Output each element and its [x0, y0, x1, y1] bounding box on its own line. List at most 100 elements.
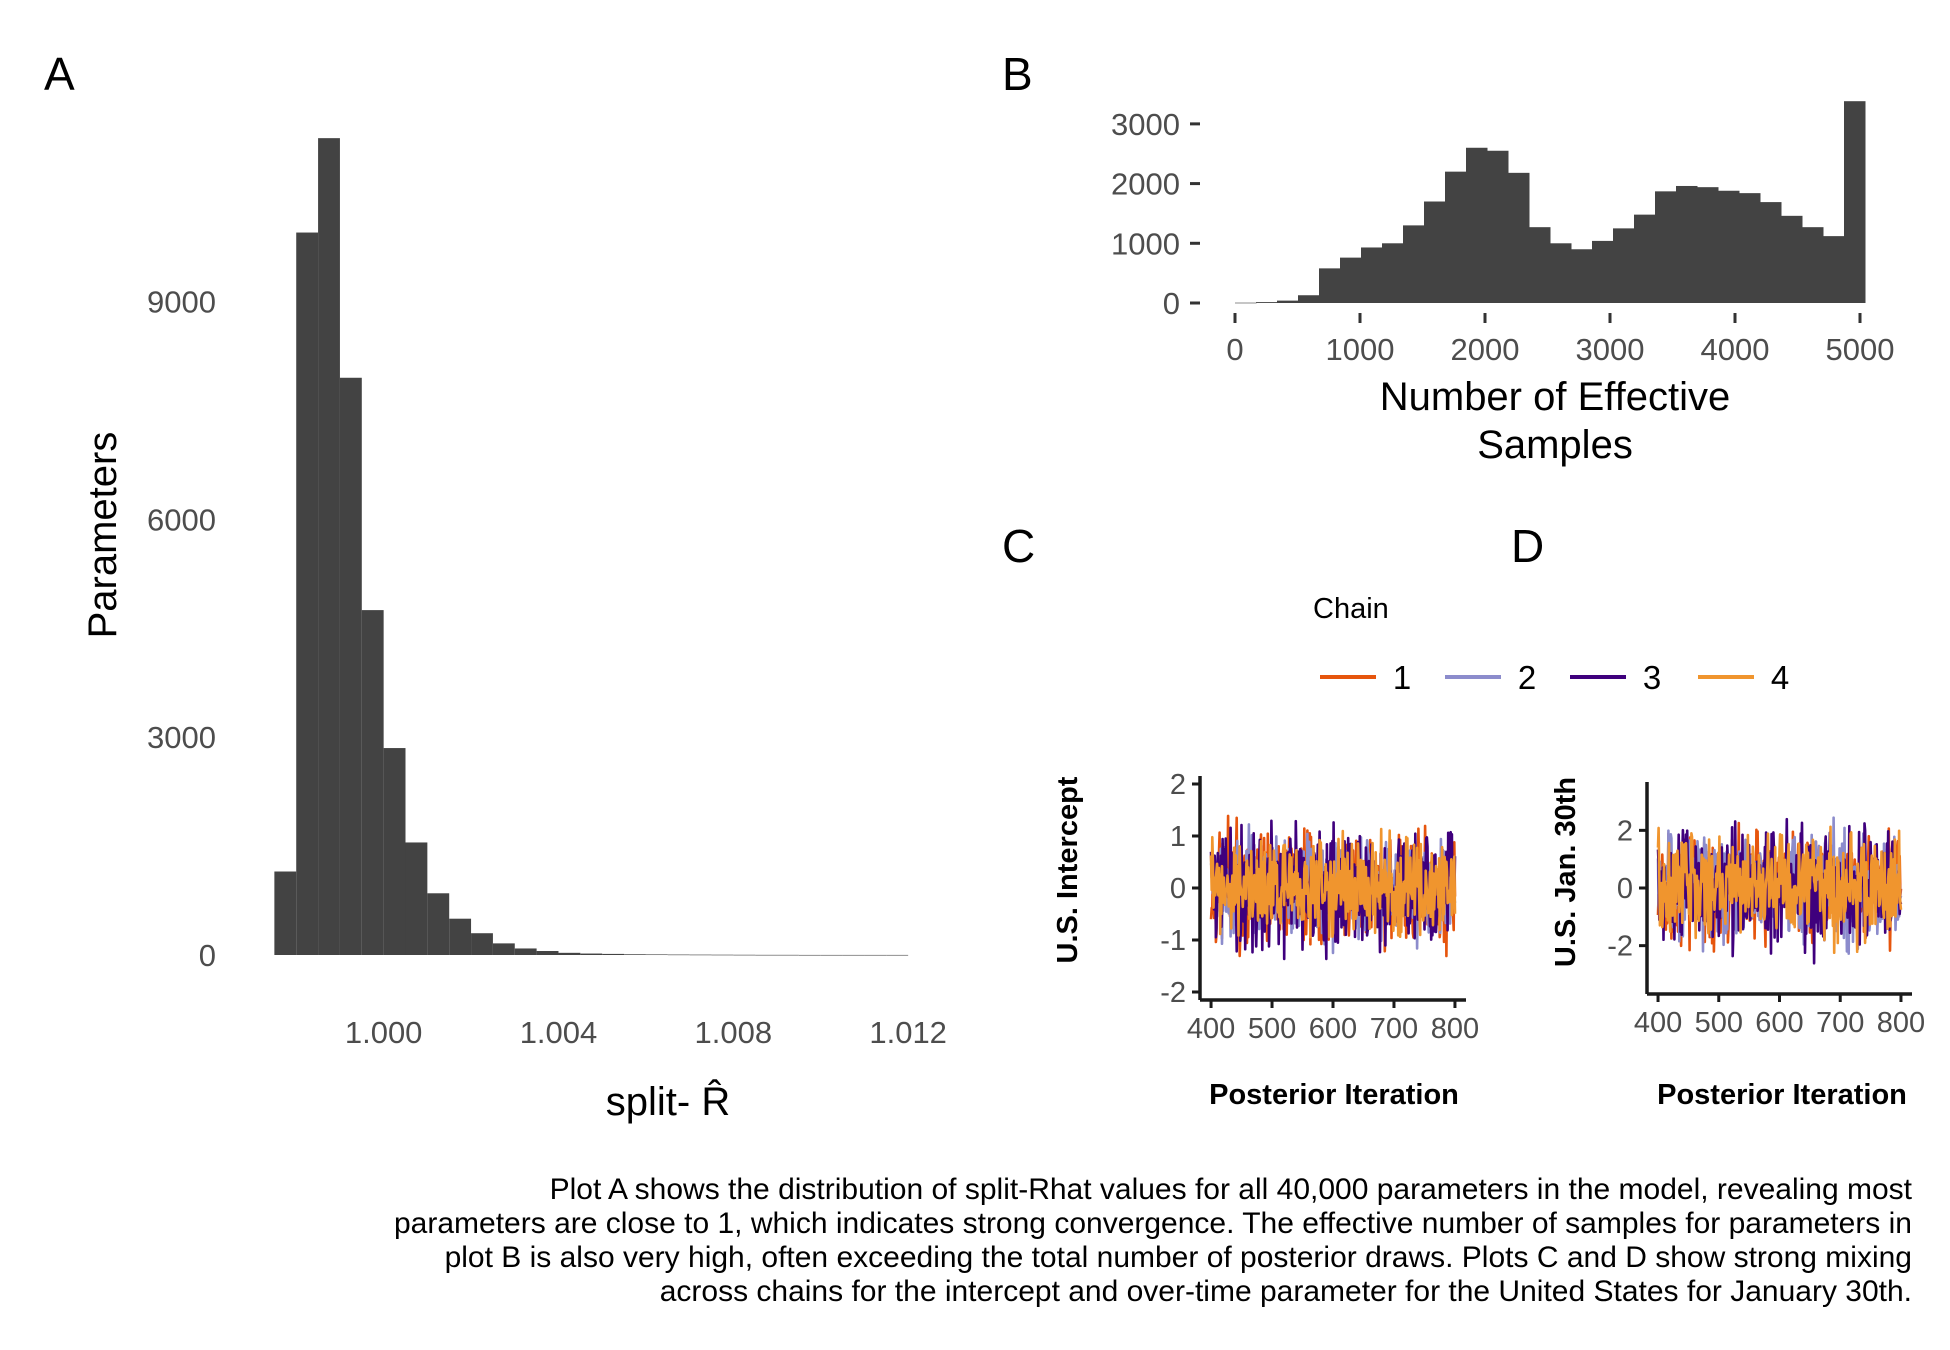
caption-line: plot B is also very high, often exceedin…: [444, 1241, 1912, 1274]
x-tick-label: 600: [1755, 1007, 1803, 1039]
histogram-bar: [1802, 227, 1824, 303]
histogram-bar: [1487, 150, 1509, 303]
panel-c-trace: -2 -1 0 1 2 400 500 600 700 800 U.S. Intercept Po…: [1052, 769, 1479, 1111]
panel-label-a: A: [44, 48, 75, 100]
x-tick-label: 500: [1695, 1007, 1743, 1039]
panel-a-y-ticks: 0 3000 6000 9000: [147, 285, 216, 973]
histogram-bar: [864, 954, 887, 956]
y-tick-label: 0: [1617, 873, 1633, 905]
y-tick-label: 9000: [147, 285, 216, 320]
histogram-bar: [624, 954, 646, 955]
caption-line: across chains for the intercept and over…: [659, 1275, 1912, 1308]
histogram-bar: [842, 954, 865, 956]
histogram-bar: [1424, 201, 1446, 303]
y-tick-label: 1000: [1111, 226, 1180, 261]
legend-label: 2: [1518, 659, 1536, 696]
histogram-bar: [1361, 247, 1383, 303]
histogram-bar: [405, 842, 428, 955]
histogram-bar: [1844, 101, 1866, 303]
histogram-bar: [383, 748, 406, 955]
histogram-bar: [514, 948, 537, 955]
legend-label: 4: [1771, 659, 1789, 696]
y-tick-label: -2: [1160, 977, 1186, 1009]
histogram-bar: [755, 954, 778, 956]
histogram-bar: [1718, 190, 1740, 303]
histogram-bar: [602, 953, 625, 955]
panel-b-histogram: 0 1000 2000 3000 0 1000 2000 3000 4000 5000 Numb…: [1111, 101, 1894, 467]
y-tick-label: -2: [1607, 931, 1633, 963]
x-tick-label: 500: [1248, 1013, 1296, 1045]
panel-b-x-axis-label-line1: Number of Effective: [1380, 375, 1731, 419]
y-tick-label: 3000: [147, 720, 216, 755]
legend-label: 1: [1393, 659, 1411, 696]
histogram-bar: [711, 954, 734, 956]
x-tick-label: 600: [1309, 1013, 1357, 1045]
panel-b-x-ticks: 0 1000 2000 3000 4000 5000: [1226, 313, 1894, 367]
panel-d-series-lines: [1656, 816, 1903, 965]
x-tick-label: 800: [1877, 1007, 1925, 1039]
histogram-bar: [1466, 147, 1488, 303]
panel-a-bars: [274, 138, 909, 956]
histogram-bar: [689, 954, 712, 956]
histogram-bar: [1340, 257, 1362, 303]
histogram-bar: [1613, 228, 1635, 303]
histogram-bar: [361, 610, 384, 955]
x-tick-label: 1.004: [520, 1015, 598, 1050]
histogram-bar: [274, 871, 297, 955]
histogram-bar: [492, 943, 515, 955]
histogram-bar: [798, 954, 821, 956]
chain-legend: Chain 1 2 3 4: [1313, 593, 1789, 696]
histogram-bar: [733, 954, 756, 956]
histogram-bar: [536, 951, 559, 955]
panel-label-c: C: [1002, 520, 1035, 572]
histogram-bar: [471, 933, 493, 955]
series-line-chain-4: [1656, 825, 1903, 955]
panel-a-x-axis-label: split- R̂: [606, 1078, 730, 1124]
histogram-bar: [558, 952, 581, 955]
x-tick-label: 1.012: [869, 1015, 947, 1050]
histogram-bar: [1319, 268, 1341, 303]
histogram-bar: [667, 954, 690, 956]
x-tick-label: 400: [1187, 1013, 1235, 1045]
x-tick-label: 5000: [1826, 332, 1895, 367]
histogram-bar: [296, 232, 319, 956]
histogram-bar: [1508, 172, 1530, 303]
histogram-bar: [1550, 243, 1572, 303]
histogram-bar: [1823, 236, 1845, 303]
panel-a-histogram: 0 3000 6000 9000 1.000 1.004 1.008 1.012 Param…: [81, 138, 947, 1124]
panel-b-x-axis-label-line2: Samples: [1477, 423, 1633, 467]
x-tick-label: 2000: [1451, 332, 1520, 367]
x-tick-label: 1000: [1326, 332, 1395, 367]
histogram-bar: [777, 954, 799, 956]
y-tick-label: 2: [1617, 815, 1633, 847]
legend-title: Chain: [1313, 593, 1389, 625]
histogram-bar: [1676, 185, 1698, 303]
histogram-bar: [1298, 295, 1320, 303]
panel-c-series-lines: [1209, 814, 1457, 961]
histogram-bar: [339, 377, 362, 955]
histogram-bar: [1571, 249, 1593, 303]
histogram-bar: [1529, 227, 1551, 303]
histogram-bar: [318, 138, 340, 956]
histogram-bar: [1403, 225, 1425, 303]
histogram-bar: [1382, 243, 1404, 303]
caption-line: parameters are close to 1, which indicat…: [394, 1207, 1912, 1240]
x-tick-label: 4000: [1701, 332, 1770, 367]
histogram-bar: [1235, 302, 1257, 304]
y-tick-label: -1: [1160, 925, 1186, 957]
y-tick-label: 0: [1163, 286, 1180, 321]
histogram-bar: [580, 953, 603, 955]
panel-c-axes: -2 -1 0 1 2 400 500 600 700 800: [1160, 769, 1479, 1045]
panel-a-y-axis-label: Parameters: [81, 432, 125, 639]
panel-d-axes: -2 0 2 400 500 600 700 800: [1607, 782, 1925, 1039]
x-tick-label: 800: [1431, 1013, 1479, 1045]
histogram-bar: [1634, 214, 1656, 303]
y-tick-label: 2000: [1111, 167, 1180, 202]
panel-d-y-axis-label: U.S. Jan. 30th: [1550, 777, 1582, 967]
y-tick-label: 1: [1170, 821, 1186, 853]
caption-line: Plot A shows the distribution of split-R…: [549, 1173, 1912, 1206]
histogram-bar: [1655, 191, 1677, 303]
panel-d-x-axis-label: Posterior Iteration: [1657, 1079, 1907, 1111]
panel-b-y-ticks: 0 1000 2000 3000: [1111, 107, 1200, 321]
